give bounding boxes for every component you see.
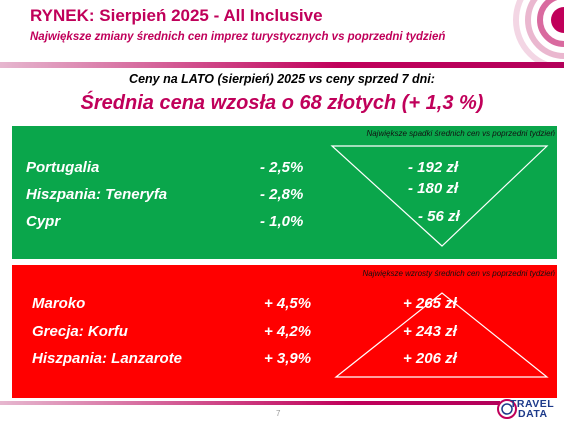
decrease-row-pct: - 2,5% [260, 159, 304, 176]
increase-row-amount: + 243 zł [403, 323, 457, 340]
increase-row-pct: + 4,2% [264, 323, 312, 340]
comparison-line: Ceny na LATO (sierpień) 2025 vs ceny spr… [129, 72, 435, 86]
logo-travel-text: TRAVEL [510, 398, 555, 410]
footer-divider [0, 401, 500, 405]
increase-row-name: Maroko [32, 295, 86, 312]
increase-row-name: Hiszpania: Lanzarote [32, 350, 183, 367]
decrease-row-amount: - 56 zł [418, 208, 460, 225]
header-divider [0, 62, 564, 68]
page-number: 7 [276, 409, 281, 418]
increase-row-pct: + 3,9% [264, 350, 312, 367]
triangle-down-icon [330, 145, 549, 247]
average-price-headline: Średnia cena wzosła o 68 złotych (+ 1,3 … [80, 92, 484, 114]
slide-subtitle: Największe zmiany średnich cen imprez tu… [30, 31, 446, 43]
logo-data-text: DATA [518, 408, 548, 420]
decrease-row-pct: - 1,0% [260, 213, 304, 230]
travel-data-logo-icon: TRAVEL DATA [496, 397, 562, 421]
increases-panel: Największe wzrosty średnich cen vs poprz… [12, 265, 557, 398]
concentric-circles-decoration-icon [513, 0, 564, 62]
decreases-caption: Największe spadki średnich cen vs poprze… [366, 129, 555, 138]
decrease-row-amount: - 192 zł [408, 159, 459, 176]
decrease-row-name: Cypr [26, 213, 61, 230]
slide-title: RYNEK: Sierpień 2025 - All Inclusive [30, 6, 323, 25]
increases-caption: Największe wzrosty średnich cen vs poprz… [362, 269, 555, 278]
increase-row-amount: + 206 zł [403, 350, 457, 367]
decreases-panel: Największe spadki średnich cen vs poprze… [12, 126, 557, 259]
decrease-row-amount: - 180 zł [408, 180, 459, 197]
triangle-up-icon [334, 292, 549, 378]
increase-row-amount: + 265 zł [403, 295, 457, 312]
increase-row-name: Grecja: Korfu [32, 323, 128, 340]
decrease-row-pct: - 2,8% [260, 186, 304, 203]
decrease-row-name: Hiszpania: Teneryfa [26, 186, 168, 203]
decrease-row-name: Portugalia [26, 159, 100, 176]
increase-row-pct: + 4,5% [264, 295, 312, 312]
